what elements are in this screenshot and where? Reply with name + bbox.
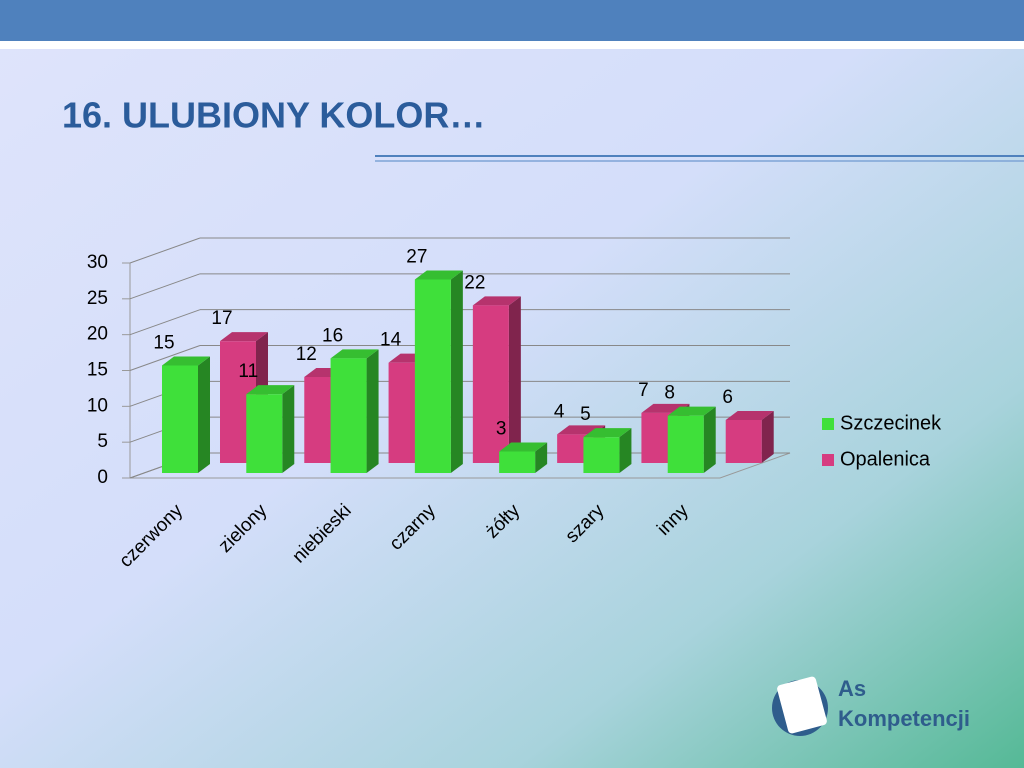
logo-card <box>777 676 827 734</box>
slide-title: 16. ULUBIONY KOLOR… <box>62 95 485 136</box>
bar-side <box>282 385 295 473</box>
value-label: 27 <box>406 247 427 268</box>
legend-label: Opalenica <box>840 448 931 470</box>
value-label: 8 <box>664 383 675 404</box>
value-label: 15 <box>153 333 174 354</box>
legend-label: Szczecinek <box>840 412 942 434</box>
bar-top <box>246 385 295 395</box>
grid-line <box>129 309 201 336</box>
bar <box>583 437 620 473</box>
bar-top <box>667 406 716 416</box>
bar <box>414 279 451 473</box>
y-tick-label: 5 <box>97 431 108 452</box>
y-tick-label: 10 <box>87 395 108 416</box>
value-label: 5 <box>580 404 591 425</box>
bar-side <box>450 270 463 473</box>
y-tick-label: 15 <box>87 360 108 381</box>
bar-top <box>725 411 774 420</box>
y-tick-label: 0 <box>97 467 108 488</box>
value-label: 17 <box>211 308 232 329</box>
bar-side <box>761 411 774 463</box>
logo-text: As <box>838 676 866 701</box>
bar <box>472 305 509 463</box>
bar-side <box>366 349 379 473</box>
bar-top <box>330 349 379 359</box>
bar-side <box>508 296 521 463</box>
bar <box>246 394 283 473</box>
bar <box>667 415 704 473</box>
bar-top <box>220 332 268 342</box>
bar-top <box>583 428 632 438</box>
value-label: 6 <box>722 387 733 408</box>
value-label: 3 <box>496 419 507 440</box>
y-tick-label: 30 <box>87 252 108 273</box>
bar <box>499 451 536 473</box>
y-tick-label: 25 <box>87 288 108 309</box>
bar-top <box>162 356 210 366</box>
value-label: 7 <box>638 380 649 401</box>
bar <box>725 420 762 463</box>
bar-side <box>198 356 210 473</box>
bar <box>330 358 367 473</box>
bar-top <box>472 296 521 306</box>
bar-top <box>414 270 463 280</box>
bar <box>162 365 198 473</box>
legend-swatch <box>822 454 834 466</box>
logo: As Kompetencji <box>772 676 970 736</box>
top-band <box>0 0 1024 41</box>
grid-line <box>129 273 201 300</box>
y-tick-label: 20 <box>87 324 108 345</box>
value-label: 12 <box>296 344 317 365</box>
legend-swatch <box>822 418 834 430</box>
grid-line <box>129 345 201 371</box>
bar-side <box>535 442 548 473</box>
grid-line <box>129 237 201 264</box>
value-label: 11 <box>238 361 258 382</box>
value-label: 22 <box>464 272 485 293</box>
value-label: 14 <box>380 330 402 351</box>
bar-side <box>619 428 632 473</box>
value-label: 4 <box>554 401 565 422</box>
bar-top <box>499 442 548 452</box>
top-stripe <box>0 41 1024 49</box>
bar-side <box>703 406 716 473</box>
value-label: 16 <box>322 325 343 346</box>
logo-text: Kompetencji <box>838 706 970 731</box>
